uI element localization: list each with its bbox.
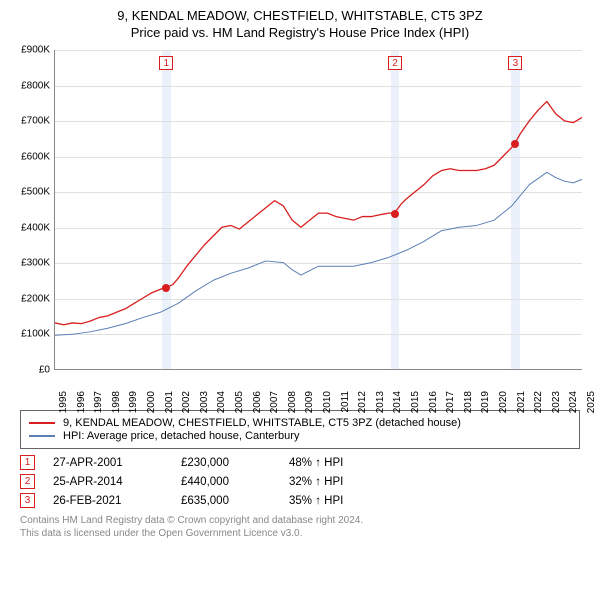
x-tick-label: 2003 <box>199 391 210 413</box>
event-price-1: £230,000 <box>181 457 271 469</box>
x-tick-label: 2023 <box>551 391 562 413</box>
event-marker-box-3: 3 <box>508 56 522 70</box>
x-tick-label: 2019 <box>480 391 491 413</box>
x-tick-label: 2021 <box>516 391 527 413</box>
footer-line-1: Contains HM Land Registry data © Crown c… <box>20 514 580 527</box>
x-tick-label: 2000 <box>146 391 157 413</box>
legend-swatch-property <box>29 422 55 424</box>
event-delta-2: 32% ↑ HPI <box>289 476 399 488</box>
event-marker-1: 1 <box>20 455 35 470</box>
x-tick-label: 1997 <box>93 391 104 413</box>
x-tick-label: 1995 <box>58 391 69 413</box>
x-tick-label: 2012 <box>357 391 368 413</box>
event-marker-2: 2 <box>20 474 35 489</box>
event-date-3: 26-FEB-2021 <box>53 495 163 507</box>
x-tick-label: 2002 <box>181 391 192 413</box>
x-tick-label: 2020 <box>498 391 509 413</box>
x-tick-label: 2008 <box>287 391 298 413</box>
y-tick-label: £400K <box>10 222 50 233</box>
title-block: 9, KENDAL MEADOW, CHESTFIELD, WHITSTABLE… <box>10 8 590 40</box>
x-tick-label: 2007 <box>269 391 280 413</box>
x-tick-label: 2006 <box>252 391 263 413</box>
event-delta-3: 35% ↑ HPI <box>289 495 399 507</box>
x-tick-label: 2022 <box>533 391 544 413</box>
event-point <box>162 284 170 292</box>
y-tick-label: £200K <box>10 293 50 304</box>
events-table: 1 27-APR-2001 £230,000 48% ↑ HPI 2 25-AP… <box>20 455 580 508</box>
chart-area: 1 2 3 £0 £100K £200K £300K £400K £500K £600K £700… <box>10 44 590 404</box>
event-row-1: 1 27-APR-2001 £230,000 48% ↑ HPI <box>20 455 580 470</box>
y-tick-label: £700K <box>10 116 50 127</box>
y-tick-label: £600K <box>10 151 50 162</box>
footer-attribution: Contains HM Land Registry data © Crown c… <box>20 514 580 540</box>
event-point <box>511 140 519 148</box>
y-tick-label: £0 <box>10 365 50 376</box>
x-tick-label: 2010 <box>322 391 333 413</box>
legend-box: 9, KENDAL MEADOW, CHESTFIELD, WHITSTABLE… <box>20 410 580 449</box>
series-hpi <box>55 172 582 335</box>
legend-label-property: 9, KENDAL MEADOW, CHESTFIELD, WHITSTABLE… <box>63 417 461 429</box>
x-tick-label: 1998 <box>111 391 122 413</box>
title-address: 9, KENDAL MEADOW, CHESTFIELD, WHITSTABLE… <box>10 8 590 23</box>
x-tick-label: 1999 <box>128 391 139 413</box>
event-price-2: £440,000 <box>181 476 271 488</box>
x-tick-label: 2018 <box>463 391 474 413</box>
x-tick-label: 2004 <box>216 391 227 413</box>
event-marker-box-1: 1 <box>159 56 173 70</box>
event-date-1: 27-APR-2001 <box>53 457 163 469</box>
chart-container: 9, KENDAL MEADOW, CHESTFIELD, WHITSTABLE… <box>0 0 600 546</box>
x-tick-label: 2011 <box>340 391 351 413</box>
y-tick-label: £300K <box>10 258 50 269</box>
x-tick-label: 2015 <box>410 391 421 413</box>
footer-line-2: This data is licensed under the Open Gov… <box>20 527 580 540</box>
event-row-2: 2 25-APR-2014 £440,000 32% ↑ HPI <box>20 474 580 489</box>
x-tick-label: 2013 <box>375 391 386 413</box>
chart-lines-svg <box>55 50 582 369</box>
x-tick-label: 2017 <box>445 391 456 413</box>
event-marker-box-2: 2 <box>388 56 402 70</box>
x-tick-label: 2001 <box>164 391 175 413</box>
title-subtitle: Price paid vs. HM Land Registry's House … <box>10 25 590 40</box>
y-tick-label: £500K <box>10 187 50 198</box>
x-tick-label: 2005 <box>234 391 245 413</box>
x-tick-label: 2016 <box>428 391 439 413</box>
y-tick-label: £800K <box>10 80 50 91</box>
x-tick-label: 2014 <box>392 391 403 413</box>
event-price-3: £635,000 <box>181 495 271 507</box>
x-tick-label: 2009 <box>304 391 315 413</box>
y-tick-label: £100K <box>10 329 50 340</box>
event-point <box>391 210 399 218</box>
event-marker-3: 3 <box>20 493 35 508</box>
y-tick-label: £900K <box>10 45 50 56</box>
legend-row-property: 9, KENDAL MEADOW, CHESTFIELD, WHITSTABLE… <box>29 417 571 429</box>
event-row-3: 3 26-FEB-2021 £635,000 35% ↑ HPI <box>20 493 580 508</box>
x-tick-label: 1996 <box>76 391 87 413</box>
x-tick-label: 2024 <box>568 391 579 413</box>
event-date-2: 25-APR-2014 <box>53 476 163 488</box>
legend-label-hpi: HPI: Average price, detached house, Cant… <box>63 430 299 442</box>
legend-row-hpi: HPI: Average price, detached house, Cant… <box>29 430 571 442</box>
legend-swatch-hpi <box>29 435 55 437</box>
event-delta-1: 48% ↑ HPI <box>289 457 399 469</box>
x-tick-label: 2025 <box>586 391 597 413</box>
plot-area: 1 2 3 <box>54 50 582 370</box>
